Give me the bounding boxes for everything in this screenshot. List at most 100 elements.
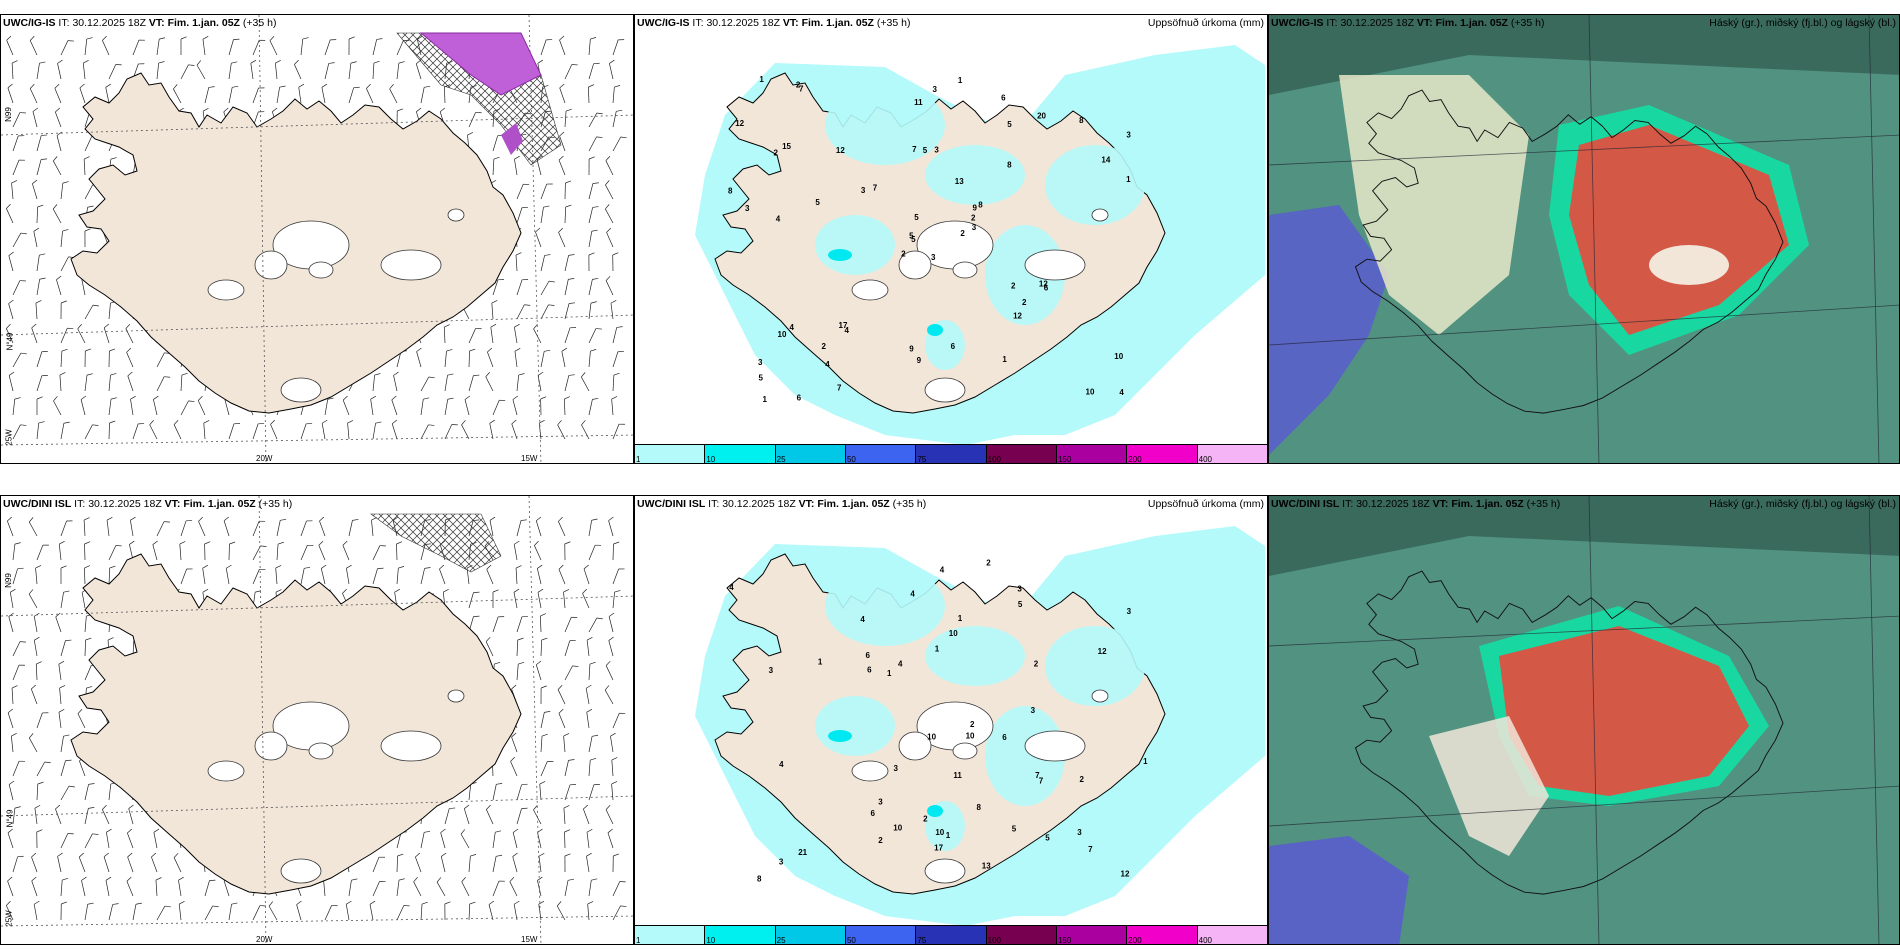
- legend-label: 10: [706, 455, 716, 464]
- legend-label: 25: [776, 936, 786, 945]
- precip-value: 2: [1011, 281, 1016, 290]
- legend-label: 50: [846, 455, 856, 464]
- wind-panel-bottom: UWC/DINI ISL IT: 30.12.2025 18Z VT: Fim.…: [0, 495, 634, 945]
- cloud-title: Háský (gr.), miðský (fj.bl.) og lágský (…: [1709, 498, 1896, 510]
- panel-title: UWC/IG-IS IT: 30.12.2025 18Z VT: Fim. 1.…: [3, 17, 277, 29]
- precip-value: 8: [728, 187, 733, 196]
- precip-value: 3: [861, 186, 866, 195]
- precip-value: 7: [799, 85, 804, 94]
- precip-value: 3: [972, 223, 977, 232]
- legend-label: 100: [987, 936, 1001, 945]
- legend-swatch: 10: [705, 445, 776, 464]
- precip-value: 2: [970, 720, 975, 729]
- precip-value: 5: [923, 146, 928, 155]
- precip-value: 5: [911, 235, 916, 244]
- legend-label: 1: [636, 936, 641, 945]
- precip-value: 3: [745, 204, 750, 213]
- precip-value: 5: [1018, 600, 1023, 609]
- legend-label: 400: [1198, 936, 1212, 945]
- precip-value: 6: [871, 809, 876, 818]
- panel-title: UWC/IG-IS IT: 30.12.2025 18Z VT: Fim. 1.…: [1271, 17, 1545, 29]
- precip-value: 4: [940, 565, 945, 574]
- precip-value: 11: [914, 98, 923, 107]
- precip-value: 11: [953, 771, 962, 780]
- precip-value: 13: [982, 861, 991, 870]
- precip-value: 3: [932, 85, 937, 94]
- legend-swatch: 200: [1127, 445, 1198, 463]
- legend-label: 75: [917, 936, 927, 945]
- precip-value: 2: [773, 149, 778, 158]
- precip-value: 3: [1031, 706, 1036, 715]
- precip-value: 1: [763, 395, 768, 404]
- precip-value: 5: [909, 232, 914, 241]
- lat-label: N99: [3, 107, 13, 122]
- legend-label: 200: [1128, 936, 1142, 945]
- precip-value: 6: [1002, 733, 1007, 742]
- legend-swatch: 100: [986, 445, 1057, 463]
- legend-label: 400: [1198, 455, 1212, 464]
- legend-label: 50: [846, 936, 856, 945]
- precip-value: 15: [782, 142, 791, 151]
- lon-label: 20W: [256, 454, 273, 463]
- precip-value: 4: [898, 660, 903, 669]
- legend-swatch: 10: [705, 926, 776, 944]
- precip-value: 8: [976, 803, 981, 812]
- precip-value: 1: [759, 75, 764, 84]
- precip-value: 10: [935, 828, 944, 837]
- precip-value: 5: [1012, 824, 1017, 833]
- precip-value: 1: [946, 831, 951, 840]
- precip-value: 1: [935, 644, 940, 653]
- cloud-title: Háský (gr.), miðský (fj.bl.) og lágský (…: [1709, 17, 1896, 29]
- precip-value: 8: [1079, 116, 1084, 125]
- lat-label: N°49: [5, 809, 15, 828]
- precip-value: 3: [1077, 828, 1082, 837]
- cloud-map: [1269, 496, 1899, 944]
- legend-swatch: 75: [916, 926, 987, 945]
- precip-panel-top: UWC/IG-IS IT: 30.12.2025 18Z VT: Fim. 1.…: [634, 14, 1268, 464]
- precip-value: 3: [1017, 584, 1022, 593]
- precip-value: 2: [986, 558, 991, 567]
- precip-value: 12: [1039, 279, 1048, 288]
- wind-map: [1, 496, 633, 944]
- wind-panel-top: UWC/IG-IS IT: 30.12.2025 18Z VT: Fim. 1.…: [0, 14, 634, 464]
- precip-value: 4: [825, 360, 830, 369]
- lon-label: 25W: [4, 429, 14, 446]
- legend-swatch: 400: [1197, 445, 1267, 464]
- precip-value: 12: [735, 119, 744, 128]
- precip-value: 10: [927, 733, 936, 742]
- panel-title: UWC/DINI ISL IT: 30.12.2025 18Z VT: Fim.…: [1271, 498, 1561, 510]
- precip-value: 2: [901, 250, 906, 259]
- precip-value: 14: [1101, 155, 1110, 164]
- precip-value: 9: [973, 204, 978, 213]
- cloud-panel-top: UWC/IG-IS IT: 30.12.2025 18Z VT: Fim. 1.…: [1268, 14, 1900, 464]
- precip-value: 4: [910, 590, 915, 599]
- precip-value: 1: [818, 657, 823, 666]
- precip-value: 10: [949, 629, 958, 638]
- legend-swatch: 1: [635, 445, 706, 463]
- precip-value: 17: [934, 844, 943, 853]
- precip-value: 3: [931, 253, 936, 262]
- precip-value: 2: [1034, 659, 1039, 668]
- precip-value: 12: [836, 146, 845, 155]
- cloud-panel-bottom: UWC/DINI ISL IT: 30.12.2025 18Z VT: Fim.…: [1268, 495, 1900, 945]
- precip-value: 1: [1002, 355, 1007, 364]
- precip-value: 10: [1114, 352, 1123, 361]
- panel-title: UWC/IG-IS IT: 30.12.2025 18Z VT: Fim. 1.…: [637, 17, 911, 29]
- precip-panel-bottom: UWC/DINI ISL IT: 30.12.2025 18Z VT: Fim.…: [634, 495, 1268, 945]
- precip-value: 4: [1119, 388, 1124, 397]
- precip-value: 7: [1035, 771, 1040, 780]
- precip-value: 8: [978, 201, 983, 210]
- legend-swatch: 150: [1056, 445, 1128, 464]
- precip-legend: 1 10 25 50 75 100 150 200 400: [635, 444, 1267, 463]
- precip-value: 1: [887, 669, 892, 678]
- precip-value: 4: [776, 215, 781, 224]
- precip-value: 3: [934, 146, 939, 155]
- legend-swatch: 50: [845, 445, 917, 464]
- precip-value: 3: [1126, 130, 1131, 139]
- legend-swatch: 400: [1197, 926, 1267, 945]
- precip-value: 10: [778, 330, 787, 339]
- legend-swatch: 150: [1056, 926, 1128, 944]
- precip-value: 21: [798, 848, 807, 857]
- precip-value: 2: [878, 836, 883, 845]
- legend-label: 150: [1057, 455, 1072, 464]
